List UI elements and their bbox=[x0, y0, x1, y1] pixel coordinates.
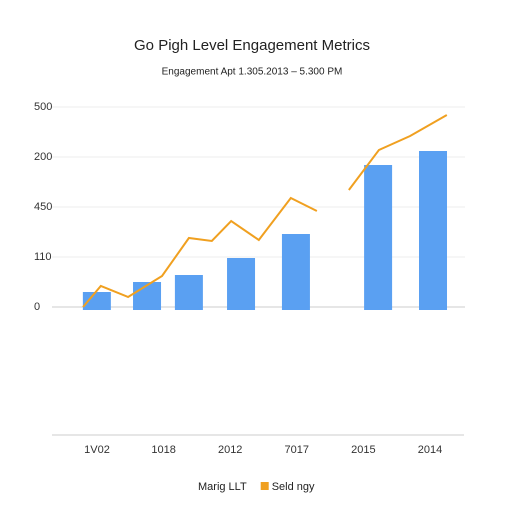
y-tick-label: 500 bbox=[34, 101, 52, 113]
x-tick-label: 7017 bbox=[285, 444, 309, 456]
y-tick-label: 200 bbox=[34, 151, 52, 163]
bar bbox=[174, 275, 203, 310]
x-tick-label: 2012 bbox=[218, 444, 242, 456]
legend-label: Marig LLT bbox=[198, 481, 247, 493]
chart-subtitle: Engagement Apt 1.305.2013 – 5.300 PM bbox=[162, 67, 343, 78]
bar bbox=[281, 234, 310, 310]
legend-label: Seld ngy bbox=[272, 481, 315, 493]
y-tick-label: 0 bbox=[34, 301, 40, 313]
x-tick-label: 1V02 bbox=[84, 444, 110, 456]
bar bbox=[419, 151, 448, 310]
legend-swatch bbox=[260, 482, 269, 490]
line bbox=[82, 114, 448, 308]
bar bbox=[227, 258, 256, 310]
bar bbox=[133, 282, 162, 310]
bar bbox=[364, 165, 393, 310]
bar bbox=[82, 292, 111, 310]
y-tick-label: 110 bbox=[34, 251, 52, 263]
chart-title: Go Pigh Level Engagement Metrics bbox=[134, 37, 370, 54]
x-tick-label: 1018 bbox=[151, 444, 175, 456]
x-tick-label: 2014 bbox=[418, 444, 442, 456]
y-tick-label: 450 bbox=[34, 201, 52, 213]
x-tick-label: 2015 bbox=[351, 444, 375, 456]
